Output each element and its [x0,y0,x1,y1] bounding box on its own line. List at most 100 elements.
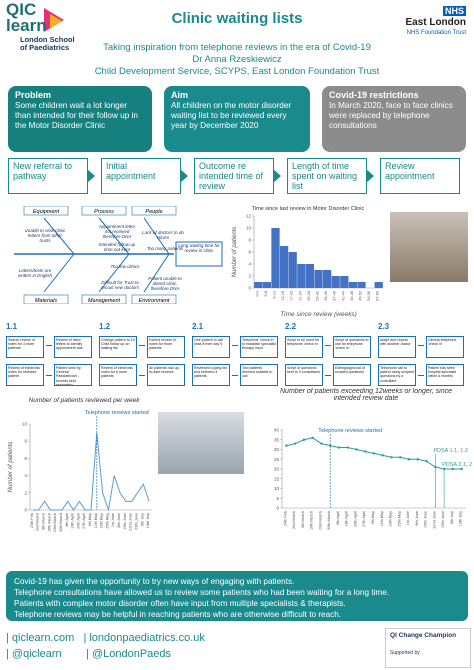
nhs-logo: NHS [442,6,466,16]
x-tick-label: 24th Feb [283,511,287,526]
logo-top: QIC [6,0,37,19]
pdsa-arrow [46,345,52,346]
point [364,450,367,453]
bar [254,282,263,288]
pdsa-step: Patient has seen hospital specialist wit… [426,364,464,386]
pdsa-arrow [232,375,238,376]
x-tick-label: 30th March [59,513,63,532]
pdsa-step: Telephone call to patient using scripted… [378,364,416,386]
pdsa-step: Two patients deemed suitable to call [240,364,278,386]
category: Management [88,298,121,304]
process-step: Initial appointment [101,158,181,194]
x-tick-label: 49-52 [359,291,363,301]
pdsa-arrow [232,345,238,346]
process-step: New referral to pathway [8,158,88,194]
covid-box: Covid-19 restrictions In March 2020, face… [322,86,466,152]
y-tick-label: 4 [248,262,251,267]
pdsa-step: Review of electronic notes for selected … [6,364,44,386]
x-tick-label: 1st June [406,511,410,525]
category: Materials [35,298,58,304]
badge: QI Change Champion Supported by [385,628,471,668]
x-tick-label: 6th July [140,513,144,526]
pdsa-arrow [139,375,145,376]
line [32,432,150,511]
x-tick-label: 29-32 [316,291,320,301]
pdsa-arrow [139,345,145,346]
y-tick-label: 2 [24,490,27,495]
box-title: Aim [171,90,189,100]
cause-text: Unable to view clinic letters from other… [24,228,66,244]
x-tick-label: 33-36 [324,291,328,301]
y-tick-label: 8 [24,439,27,444]
subtitle-block: Taking inspiration from telephone review… [0,42,474,78]
x-tick-label: 5-8 [264,291,268,297]
cause: Appointment letter not received therefor… [98,224,136,240]
pdsa-step: One patient to call (was it their day?) [192,336,230,358]
pdsa-step: All patients had up-to-date reviews [147,364,185,386]
cause: Letters/texts are written in English [18,268,52,278]
conclusion-line: Covid-19 has given the opportunity to tr… [14,577,295,586]
pdsa-step: Script to be used for telephone 'check i… [285,336,323,358]
box-text: In March 2020, face to face clinics were… [329,101,453,130]
y-tick-label: 30 [274,447,280,452]
x-tick-label: 16th March [310,511,314,530]
y-tick-label: 40 [274,428,280,433]
point [293,442,297,445]
bar [348,282,358,288]
y-tick-label: 12 [246,214,252,219]
process-step: Length of time spent on waiting list [287,158,367,194]
footer-links: | qiclearn.com | londonpaediatrics.co.uk… [6,630,205,662]
y-tick-label: 6 [248,250,251,255]
author: Dr Anna Rzeskiewicz [192,54,282,65]
pdsa-label: 1.2 [99,322,111,331]
cause-text: Lack of doctors to do clinics [142,230,184,241]
point [337,446,341,449]
y-tick-label: 15 [274,476,280,481]
pdsa-step: Editing/approval of scripted questions [333,364,371,386]
category-box [131,294,177,304]
trust-name: East London [405,17,466,28]
x-tick-label: 22nd June [129,513,133,531]
x-tick-label: 9th March [42,513,46,530]
x-tick-label: 15th June [123,513,127,530]
x-tick-label: 25-28 [307,291,311,301]
x-tick-label: 4th May [371,511,375,525]
x-tick-label: 23rd March [318,511,322,530]
x-tick-label: 23rd March [53,513,57,532]
arrow [180,169,188,183]
pdsa-step: Review of clinic letters to identify app… [54,336,92,358]
school: London School of Paediatrics [20,35,75,52]
x-tick-label: 15th June [424,511,428,528]
x-tick-label: 22nd June [432,511,436,529]
x-tick-label: 18th May [100,513,104,529]
pdsa-step: Reviewed coping list and selected 4 pati… [192,364,230,386]
arrow [366,169,374,183]
cause: Unable to view clinic letters from other… [24,228,66,244]
point [425,460,428,463]
pdsa-step: Script of questions sent to 3 consultant… [285,364,323,386]
point [355,448,358,451]
x-tick-label: 6th April [336,511,340,525]
footer-line: | @qiclearn | @LondonPaeds [6,648,172,660]
arrow [87,169,95,183]
pdsa-step: Script of questions to use for telephone… [333,336,371,358]
cause-text: Appointment letter not received therefor… [98,224,136,240]
y-tick-label: 5 [276,496,279,501]
pdsa-arrow [418,375,424,376]
box-text: Some children wait a lot longer than int… [15,101,138,130]
footer-line: | qiclearn.com | londonpaediatrics.co.uk [6,632,205,644]
logo-bottom: learn [6,16,47,35]
bar [340,276,349,288]
box-title: Problem [15,90,52,100]
x-tick-label: 9th March [301,511,305,528]
x-tick-label: 2nd March [292,511,296,529]
y-tick-label: 10 [246,226,252,231]
category: Equipment [33,209,60,215]
y-tick-label: 35 [274,437,280,442]
process-step: Outcome re intended time of review [194,158,274,194]
pdsa-step: Adapt and repeat with another doctor [378,336,416,358]
y-tick-label: 20 [274,467,280,472]
chart-title: Number of patients reviewed per week [29,397,141,404]
x-axis-label: Time since review (weeks) [280,311,357,318]
